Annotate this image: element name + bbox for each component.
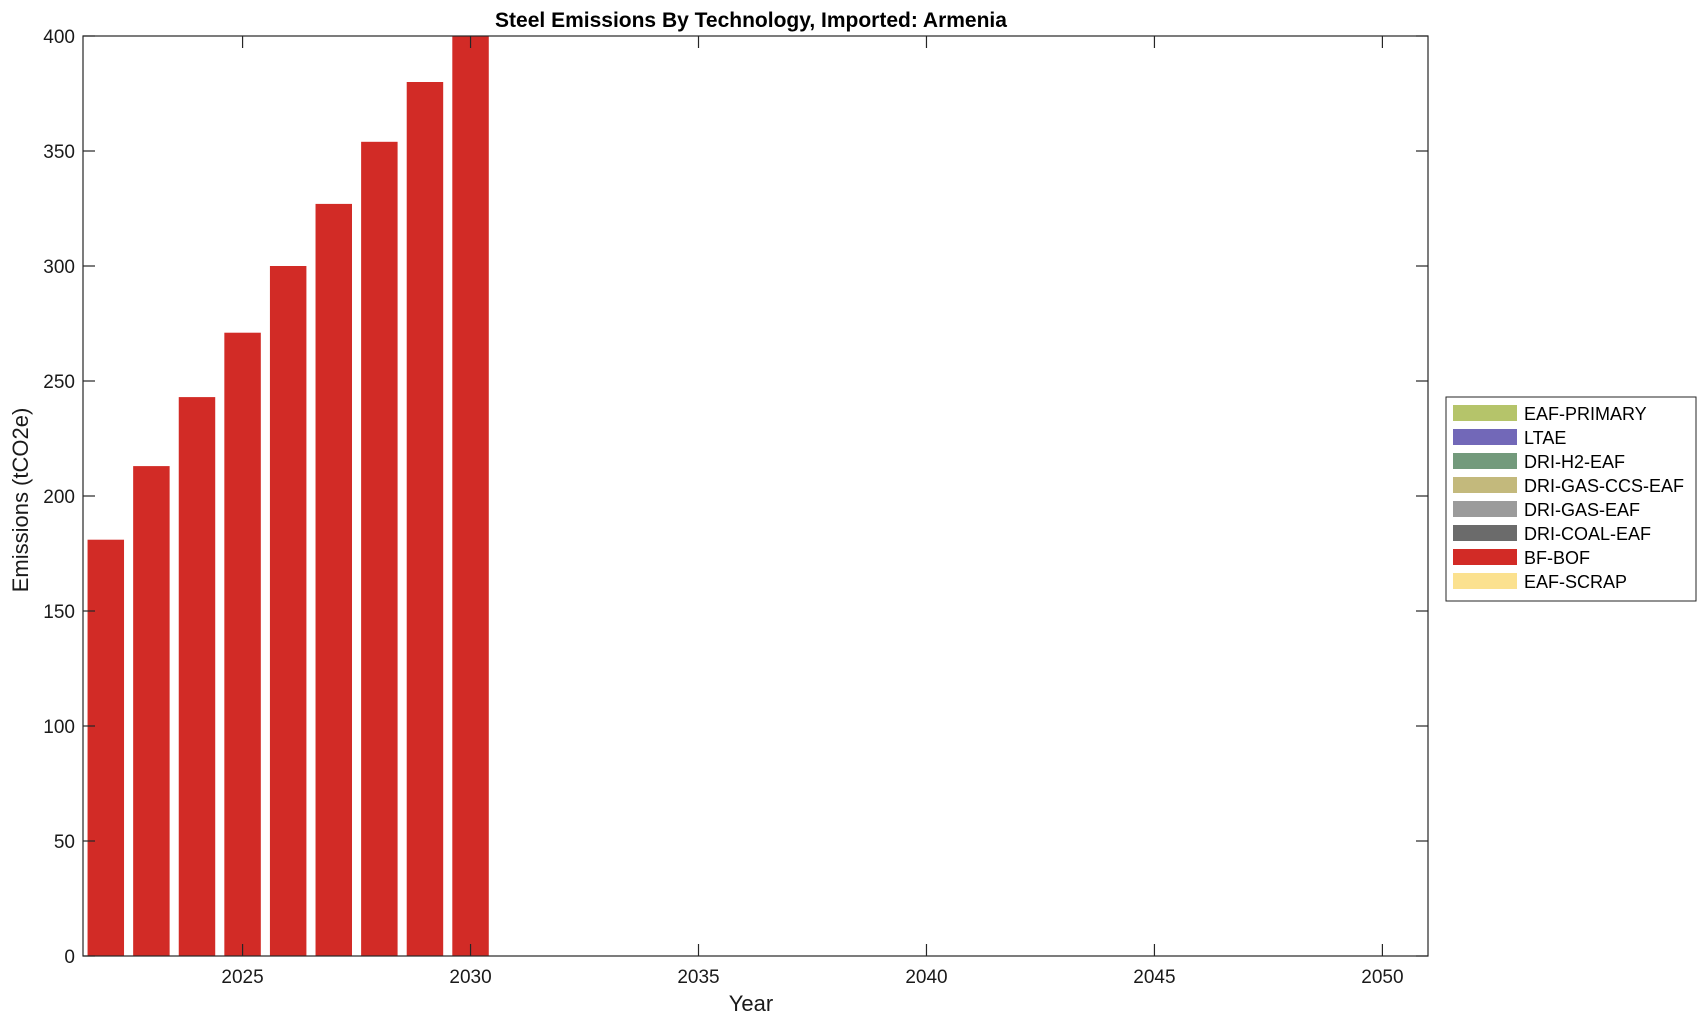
legend-swatch-eaf-primary bbox=[1453, 405, 1517, 421]
y-tick-label: 150 bbox=[43, 602, 75, 623]
x-tick-label: 2035 bbox=[677, 967, 719, 988]
legend: EAF-PRIMARY LTAE DRI-H2-EAF DRI-GAS-CCS-EAF… bbox=[1445, 396, 1697, 602]
legend-label-dri-gas-eaf: DRI-GAS-EAF bbox=[1524, 500, 1640, 520]
bar-bf-bof-2022 bbox=[87, 539, 125, 956]
x-tick-label: 2045 bbox=[1133, 967, 1175, 988]
bar-bf-bof-2029 bbox=[406, 82, 444, 956]
legend-swatch-ltae bbox=[1453, 429, 1517, 445]
legend-label-dri-coal-eaf: DRI-COAL-EAF bbox=[1524, 524, 1651, 544]
legend-label-bf-bof: BF-BOF bbox=[1524, 548, 1590, 568]
legend-swatch-dri-h2-eaf bbox=[1453, 453, 1517, 469]
legend-label-eaf-scrap: EAF-SCRAP bbox=[1524, 572, 1627, 592]
legend-label-dri-gas-ccs-eaf: DRI-GAS-CCS-EAF bbox=[1524, 476, 1684, 496]
y-tick-label: 350 bbox=[43, 142, 75, 163]
legend-swatch-dri-coal-eaf bbox=[1453, 525, 1517, 541]
y-tick-label: 50 bbox=[54, 832, 75, 853]
x-tick-label: 2030 bbox=[449, 967, 491, 988]
legend-label-dri-h2-eaf: DRI-H2-EAF bbox=[1524, 452, 1625, 472]
bars bbox=[87, 36, 489, 956]
bar-bf-bof-2026 bbox=[269, 266, 307, 956]
y-tick-label: 250 bbox=[43, 372, 75, 393]
legend-box bbox=[1445, 396, 1697, 602]
legend-swatch-dri-gas-eaf bbox=[1453, 501, 1517, 517]
y-tick-label: 100 bbox=[43, 717, 75, 738]
x-tick-label: 2025 bbox=[221, 967, 263, 988]
axes: 2025 2030 2035 2040 2045 2050 0 50 100 150 200 250 3… bbox=[43, 27, 1429, 988]
bar-bf-bof-2023 bbox=[133, 466, 170, 956]
plot-area bbox=[87, 36, 489, 956]
x-tick-label: 2050 bbox=[1361, 967, 1403, 988]
y-axis-title: Emissions (tCO2e) bbox=[8, 408, 33, 593]
bar-bf-bof-2025 bbox=[224, 332, 261, 956]
x-axis-title: Year bbox=[729, 991, 773, 1016]
legend-swatch-eaf-scrap bbox=[1453, 573, 1517, 589]
legend-label-ltae: LTAE bbox=[1524, 428, 1566, 448]
bar-bf-bof-2028 bbox=[361, 141, 398, 956]
legend-swatch-bf-bof bbox=[1453, 549, 1517, 565]
y-tick-label: 200 bbox=[43, 487, 75, 508]
bar-bf-bof-2024 bbox=[178, 397, 216, 956]
y-tick-label: 0 bbox=[64, 947, 75, 968]
chart-title: Steel Emissions By Technology, Imported:… bbox=[495, 9, 1007, 32]
bar-bf-bof-2030 bbox=[452, 36, 489, 956]
y-tick-label: 400 bbox=[43, 27, 75, 48]
bar-bf-bof-2027 bbox=[315, 203, 352, 956]
legend-swatch-dri-gas-ccs-eaf bbox=[1453, 477, 1517, 493]
legend-label-eaf-primary: EAF-PRIMARY bbox=[1524, 404, 1647, 424]
x-tick-label: 2040 bbox=[905, 967, 947, 988]
y-tick-label: 300 bbox=[43, 257, 75, 278]
